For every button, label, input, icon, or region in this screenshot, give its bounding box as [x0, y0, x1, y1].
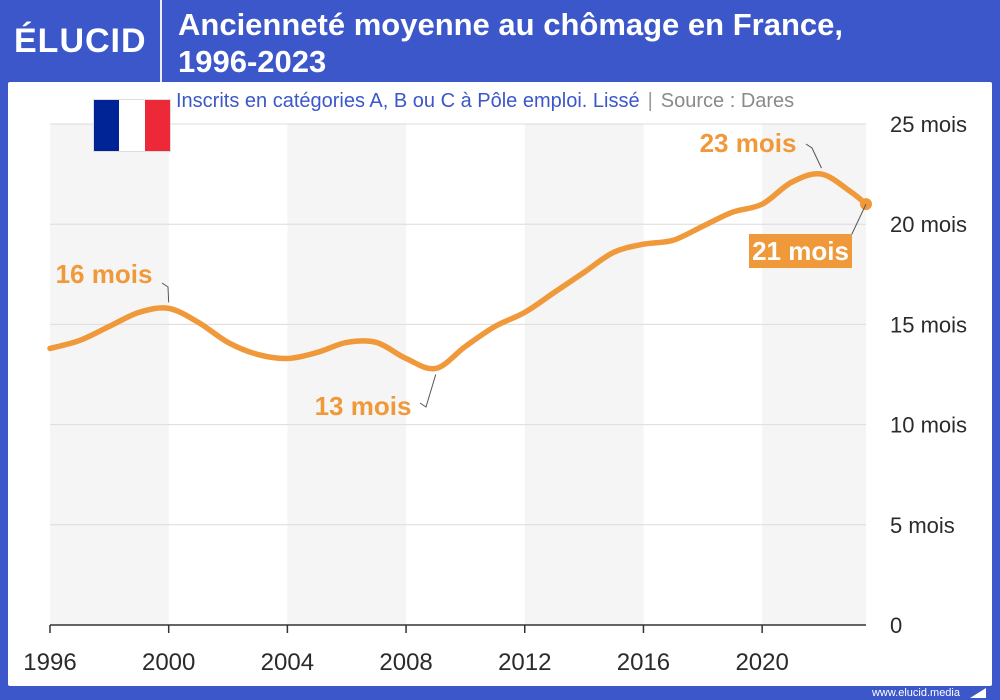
chart-title-line1: Ancienneté moyenne au chômage en France, — [178, 7, 843, 42]
series-line — [47, 171, 869, 372]
x-tick-label: 2008 — [379, 649, 432, 676]
source-text: Source : Dares — [660, 90, 795, 112]
france-flag-icon — [94, 100, 170, 151]
annotation-label: 16 mois — [56, 259, 153, 289]
elucid-mark-icon — [970, 688, 986, 698]
y-tick-label: 5 mois — [890, 513, 955, 538]
x-tick-label: 2012 — [498, 649, 551, 676]
y-tick-label: 0 — [890, 613, 902, 638]
y-tick-label: 15 mois — [890, 312, 967, 337]
chart-title-line2: 1996-2023 — [178, 44, 327, 79]
annotation-box — [749, 234, 852, 268]
annotation-leader — [161, 282, 170, 303]
flag-stripe-white — [119, 100, 145, 151]
chart-subtitle: Inscrits en catégories A, B ou C à Pôle … — [176, 90, 794, 113]
y-tick-label: 25 mois — [890, 112, 967, 137]
y-tick-label: 20 mois — [890, 212, 967, 237]
chart-title: Ancienneté moyenne au chômage en France,… — [178, 6, 978, 80]
x-tick-label: 2020 — [735, 649, 788, 676]
y-tick-label: 10 mois — [890, 413, 967, 438]
footer-url: www.elucid.media — [871, 687, 960, 699]
annotation-leader — [419, 374, 437, 408]
background-stripe — [287, 124, 407, 625]
annotation-leader — [849, 203, 867, 239]
elucid-logo: ÉLUCID — [14, 22, 147, 60]
background-stripe — [50, 124, 169, 625]
annotation-label: 13 mois — [315, 391, 412, 421]
x-tick-label: 1996 — [23, 649, 76, 676]
x-tick-label: 2000 — [142, 649, 195, 676]
background-stripe — [524, 124, 644, 625]
annotation-label: 23 mois — [700, 128, 797, 158]
subtitle-text: Inscrits en catégories A, B ou C à Pôle … — [176, 90, 640, 112]
header-divider — [160, 0, 162, 82]
header: ÉLUCID Ancienneté moyenne au chômage en … — [0, 0, 1000, 82]
flag-stripe-blue — [94, 100, 120, 151]
annotation-label: 21 mois — [752, 236, 849, 266]
flag-stripe-red — [144, 100, 170, 151]
background-stripe — [762, 124, 866, 625]
x-tick-label: 2004 — [261, 649, 314, 676]
annotation-leader — [805, 143, 822, 169]
subtitle-separator: | — [647, 90, 653, 112]
x-tick-label: 2016 — [617, 649, 670, 676]
